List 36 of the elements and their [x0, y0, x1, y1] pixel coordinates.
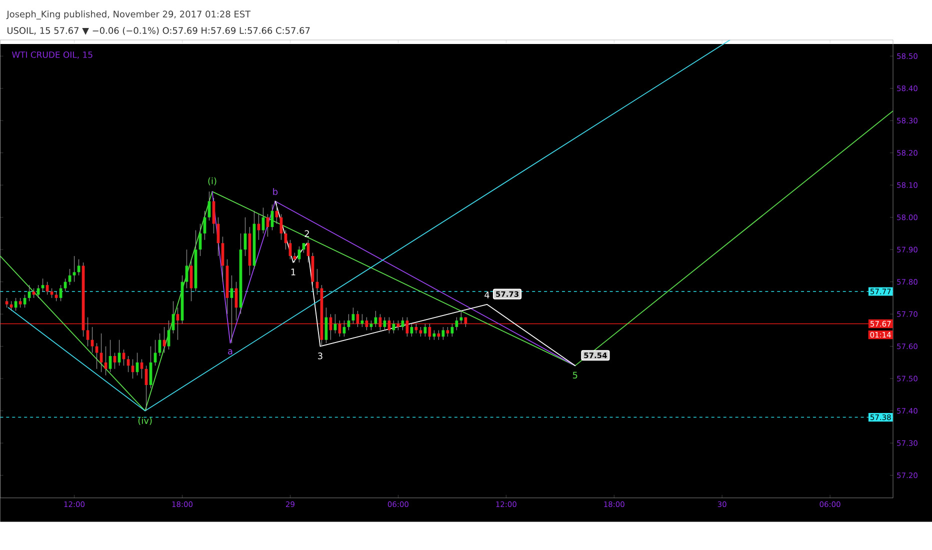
candlestick: [460, 310, 463, 324]
annotation: 5: [572, 372, 578, 379]
candlestick: [298, 246, 301, 263]
annotation: 3: [318, 352, 322, 360]
annotation: 4: [484, 292, 490, 298]
candlestick: [392, 320, 396, 334]
candlestick: [293, 252, 296, 263]
annotation: a: [228, 349, 232, 354]
annotation: 2: [304, 230, 309, 237]
line-series: [0, 110, 894, 412]
annotation: 1: [291, 268, 296, 276]
candlestick: [455, 317, 458, 331]
line-series: [274, 200, 576, 366]
candlestick: [410, 324, 414, 338]
candlestick: [5, 298, 8, 308]
candlestick: [419, 326, 422, 338]
candlestick: [374, 310, 378, 328]
chart-subtitle: Joseph_King published, November 29, 2017 01:28 EST: [6, 10, 251, 20]
annotation: (i): [208, 177, 216, 186]
candlestick: [432, 330, 436, 340]
candlestick: [370, 320, 373, 331]
candlestick: [54, 291, 58, 302]
annotation: b: [273, 188, 278, 196]
candlestick: [41, 278, 44, 292]
candlestick: [442, 326, 445, 340]
candlestick: [401, 317, 404, 331]
candlestick: [446, 326, 450, 338]
annotation: (iv): [138, 417, 152, 426]
text: USOIL, 15 57.67 ▼ −0.06 (−0.1%) O:57.69 H:57.69 L:57.66 C:57.67: [8, 27, 310, 36]
candlestick: [72, 256, 76, 282]
candlestick: [450, 324, 454, 338]
candlestick: [424, 324, 427, 338]
text: WTI CRUDE OIL, 15: [12, 52, 92, 59]
candlestick: [383, 317, 386, 331]
candlestick: [437, 330, 440, 340]
candlestick: [18, 298, 22, 308]
